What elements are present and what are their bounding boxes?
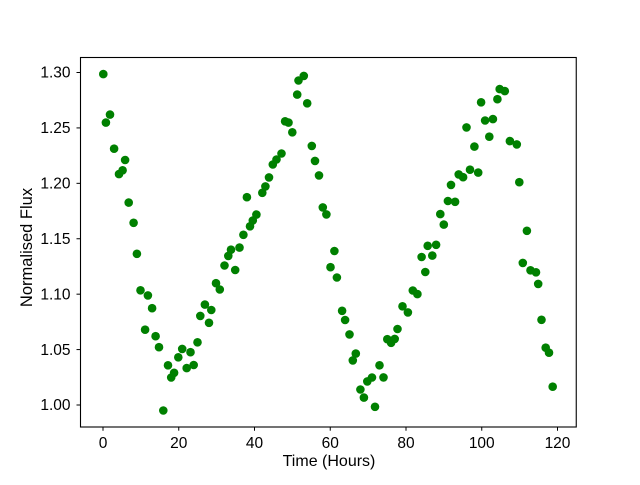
svg-text:Time (Hours): Time (Hours) [283, 453, 376, 470]
svg-text:60: 60 [322, 435, 340, 452]
svg-text:1.30: 1.30 [40, 65, 71, 82]
svg-text:1.15: 1.15 [40, 231, 70, 248]
svg-text:1.10: 1.10 [40, 286, 71, 303]
svg-text:80: 80 [397, 435, 415, 452]
svg-text:1.25: 1.25 [40, 120, 70, 137]
svg-text:20: 20 [170, 435, 188, 452]
svg-text:100: 100 [469, 435, 495, 452]
svg-text:1.05: 1.05 [40, 342, 70, 359]
svg-text:0: 0 [99, 435, 108, 452]
svg-text:Normalised Flux: Normalised Flux [18, 187, 36, 307]
svg-text:40: 40 [246, 435, 264, 452]
svg-text:120: 120 [545, 435, 571, 452]
svg-text:1.00: 1.00 [40, 397, 71, 414]
svg-text:1.20: 1.20 [40, 176, 71, 193]
